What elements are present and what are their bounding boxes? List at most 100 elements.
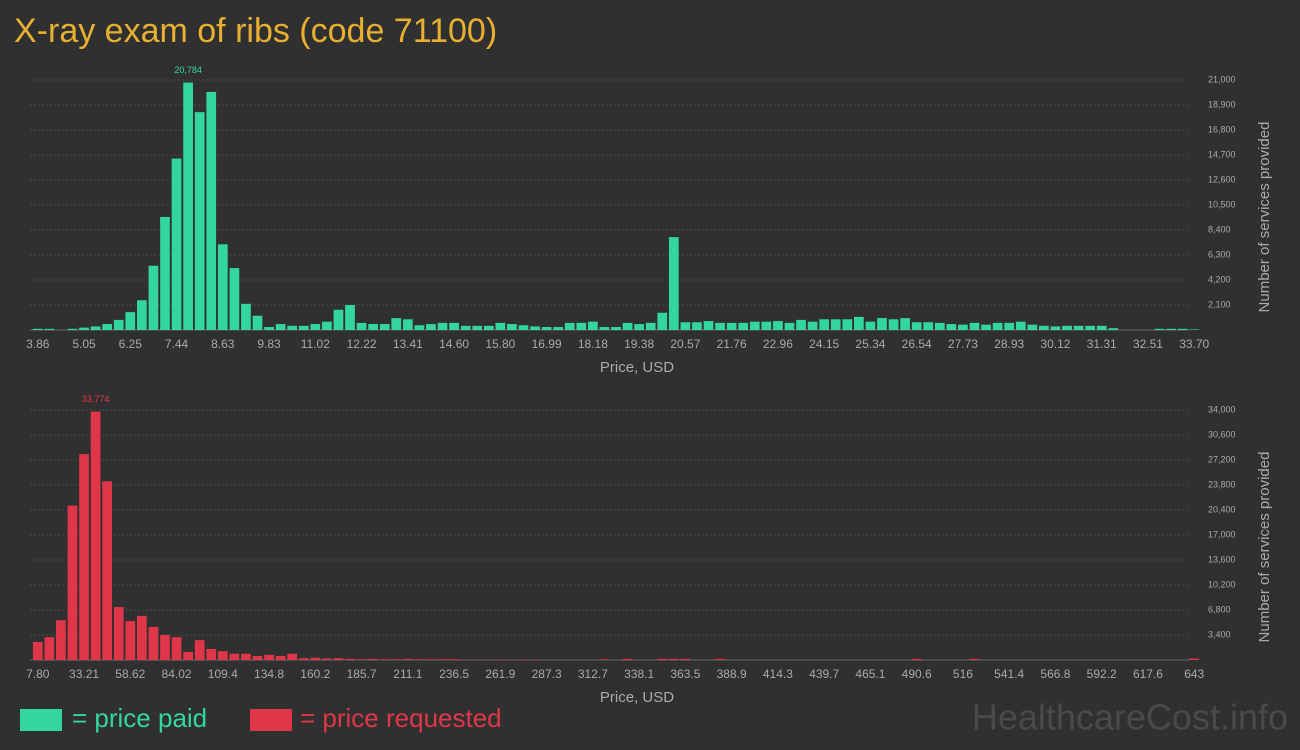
y-tick-label: 21,000 [1208, 74, 1236, 84]
bar [113, 319, 124, 330]
bar [877, 318, 887, 330]
x-tick-label: 13.41 [393, 337, 423, 351]
bar [391, 318, 402, 330]
bar [322, 658, 332, 660]
y-tick-label: 17,000 [1208, 529, 1236, 539]
x-tick-label: 7.80 [26, 667, 50, 681]
y-tick-label: 10,200 [1208, 579, 1236, 589]
bar [241, 653, 251, 660]
bar [160, 216, 170, 330]
x-tick-label: 3.86 [26, 337, 50, 351]
x-tick-label: 24.15 [809, 337, 839, 351]
bar [67, 328, 78, 330]
x-tick-label: 27.73 [948, 337, 978, 351]
bar [888, 319, 899, 330]
bar [102, 324, 113, 330]
bar [171, 158, 182, 330]
bar [692, 322, 702, 330]
bar [599, 659, 610, 660]
bar [599, 327, 610, 330]
legend-label: = price paid [72, 703, 207, 733]
bar [298, 658, 309, 660]
bar [310, 324, 321, 330]
bar [1027, 324, 1038, 330]
y-tick-label: 3,400 [1208, 629, 1231, 639]
bar [414, 659, 425, 660]
y-tick-label: 4,200 [1208, 274, 1231, 284]
bar [958, 324, 968, 330]
x-tick-label: 312.7 [578, 667, 608, 681]
bar [229, 268, 240, 330]
bar [322, 321, 332, 330]
bar [645, 322, 656, 330]
bar [495, 322, 506, 330]
bar [264, 654, 274, 660]
x-tick-label: 11.02 [301, 337, 330, 351]
x-tick-label: 414.3 [763, 667, 793, 681]
bar [1062, 325, 1072, 330]
x-tick-label: 15.80 [485, 337, 515, 351]
x-tick-label: 338.1 [624, 667, 654, 681]
bar [715, 322, 725, 330]
bar [449, 322, 459, 330]
bar [217, 244, 228, 330]
bar [333, 658, 344, 660]
bar [622, 658, 633, 660]
legend-label: = price requested [300, 703, 502, 733]
x-tick-label: 439.7 [809, 667, 839, 681]
x-tick-label: 26.54 [902, 337, 932, 351]
bar [507, 324, 517, 330]
y-tick-label: 18,900 [1208, 99, 1236, 109]
x-tick-label: 21.76 [717, 337, 747, 351]
y-tick-label: 8,400 [1208, 224, 1231, 234]
x-tick-label: 25.34 [855, 337, 885, 351]
value-label: 20,784 [174, 65, 202, 75]
x-tick-label: 30.12 [1040, 337, 1070, 351]
bar [680, 322, 691, 330]
x-tick-label: 9.83 [257, 337, 281, 351]
bar [449, 659, 459, 660]
x-tick-label: 287.3 [532, 667, 562, 681]
bar [530, 326, 540, 330]
bar [842, 319, 853, 330]
bar [1015, 321, 1026, 330]
bar [345, 305, 355, 330]
x-tick-label: 236.5 [439, 667, 469, 681]
y-tick-label: 16,800 [1208, 124, 1236, 134]
bar [853, 316, 864, 330]
watermark: HealthcareCost.info [972, 697, 1288, 738]
y-tick-label: 20,400 [1208, 504, 1236, 514]
bar [738, 322, 749, 330]
x-tick-label: 566.8 [1040, 667, 1070, 681]
bar [125, 312, 136, 330]
y-tick-label: 6,800 [1208, 604, 1231, 614]
bar [275, 324, 286, 330]
chart-title: X-ray exam of ribs (code 71100) [14, 12, 497, 50]
x-tick-label: 490.6 [902, 667, 932, 681]
bar [79, 327, 89, 330]
bar [194, 640, 205, 660]
bar [102, 481, 113, 660]
bar [969, 658, 980, 660]
bar [56, 620, 66, 660]
bar [1073, 325, 1084, 330]
y-tick-label: 14,700 [1208, 149, 1236, 159]
bar [611, 327, 621, 330]
bar [67, 505, 78, 660]
bar [1189, 658, 1200, 660]
bar [1050, 326, 1061, 330]
x-tick-label: 5.05 [72, 337, 96, 351]
bar [1096, 325, 1107, 330]
bar [703, 321, 714, 330]
x-tick-label: 388.9 [717, 667, 747, 681]
bar [911, 322, 922, 330]
x-tick-label: 211.1 [393, 667, 422, 681]
bar [657, 312, 668, 330]
bar [576, 322, 587, 330]
bar [171, 637, 182, 660]
y-axis-title: Number of services provided [1256, 122, 1273, 313]
bar [1166, 328, 1176, 330]
bar [32, 328, 43, 330]
bar [807, 321, 818, 330]
bar [379, 659, 390, 660]
